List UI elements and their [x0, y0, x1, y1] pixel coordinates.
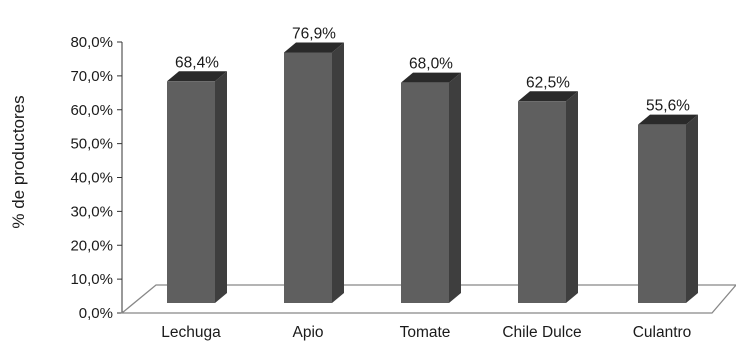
bar-side	[332, 42, 344, 303]
data-label: 76,9%	[292, 26, 336, 43]
floor-outline	[120, 284, 736, 314]
bar-chile-dulce	[518, 91, 578, 303]
y-tick-label: 0,0%	[79, 305, 113, 322]
bar-top	[638, 114, 698, 125]
bar-lechuga	[167, 71, 227, 303]
y-tick-label: 60,0%	[70, 102, 113, 119]
data-label: 55,6%	[646, 98, 690, 115]
category-label: Tomate	[400, 324, 451, 341]
bar-side	[566, 91, 578, 303]
bar-front	[167, 81, 215, 303]
y-tick-label: 30,0%	[70, 203, 113, 220]
bar-front	[401, 82, 449, 304]
bar-top	[167, 71, 227, 82]
category-label: Apio	[292, 324, 323, 341]
bar-top	[401, 72, 461, 83]
axis-layer: 0,0% 10,0% 20,0% 30,0% 40,0% 50,0% 60,0% 70,0% 8…	[70, 34, 123, 322]
y-tick-label: 10,0%	[70, 271, 113, 288]
data-label: 68,4%	[175, 54, 219, 71]
labels-layer: 68,4% Lechuga 76,9% Apio 68,0% Tomate 62,5% Chi…	[161, 26, 691, 341]
bar-front	[284, 52, 332, 303]
bar-side	[686, 114, 698, 303]
bar-side	[215, 71, 227, 303]
bar-apio	[284, 42, 344, 303]
bar-side	[449, 72, 461, 304]
y-tick-label: 20,0%	[70, 237, 113, 254]
data-label: 68,0%	[409, 56, 453, 73]
category-label: Chile Dulce	[502, 324, 581, 341]
data-label: 62,5%	[526, 74, 570, 91]
bar-tomate	[401, 72, 461, 304]
bar-culantro	[638, 114, 698, 303]
bar-top	[518, 91, 578, 102]
bar-front	[638, 124, 686, 303]
category-label: Culantro	[633, 324, 692, 341]
bars-layer	[167, 42, 698, 304]
chart-floor	[120, 284, 736, 314]
y-axis-title: % de productores	[9, 95, 28, 228]
y-tick-label: 80,0%	[70, 34, 113, 51]
bar-top	[284, 42, 344, 53]
bar-front	[518, 101, 566, 303]
y-tick-label: 70,0%	[70, 68, 113, 85]
y-tick-label: 50,0%	[70, 136, 113, 153]
y-tick-label: 40,0%	[70, 170, 113, 187]
category-label: Lechuga	[161, 324, 221, 341]
